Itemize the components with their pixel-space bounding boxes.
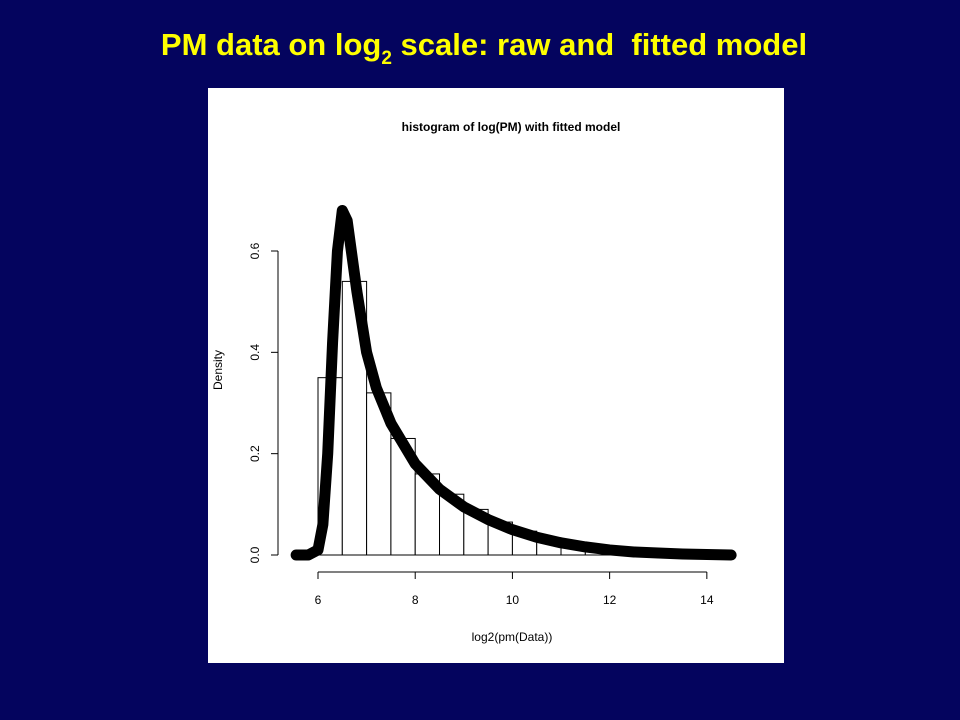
title-part: scale: raw and fitted model bbox=[392, 27, 807, 62]
title-subscript: 2 bbox=[381, 48, 392, 69]
y-tick-label: 0.4 bbox=[248, 344, 262, 361]
chart-title: histogram of log(PM) with fitted model bbox=[402, 120, 621, 134]
slide-title: PM data on log2 scale: raw and fitted mo… bbox=[161, 27, 807, 69]
chart-panel bbox=[208, 88, 784, 663]
x-tick-label: 8 bbox=[412, 593, 419, 607]
x-tick-label: 12 bbox=[603, 593, 617, 607]
title-part: PM data on log bbox=[161, 27, 381, 62]
fitted-curve bbox=[290, 204, 737, 561]
x-tick-label: 14 bbox=[700, 593, 714, 607]
x-axis-label: log2(pm(Data)) bbox=[472, 630, 553, 644]
y-tick-label: 0.2 bbox=[248, 445, 262, 462]
y-axis-label: Density bbox=[211, 350, 225, 390]
y-tick-label: 0.0 bbox=[248, 546, 262, 563]
x-tick-label: 6 bbox=[315, 593, 322, 607]
plot: 0.0 0.2 0.4 0.6 6 8 10 12 14 bbox=[248, 204, 737, 607]
x-tick-label: 10 bbox=[506, 593, 520, 607]
y-tick-label: 0.6 bbox=[248, 242, 262, 259]
